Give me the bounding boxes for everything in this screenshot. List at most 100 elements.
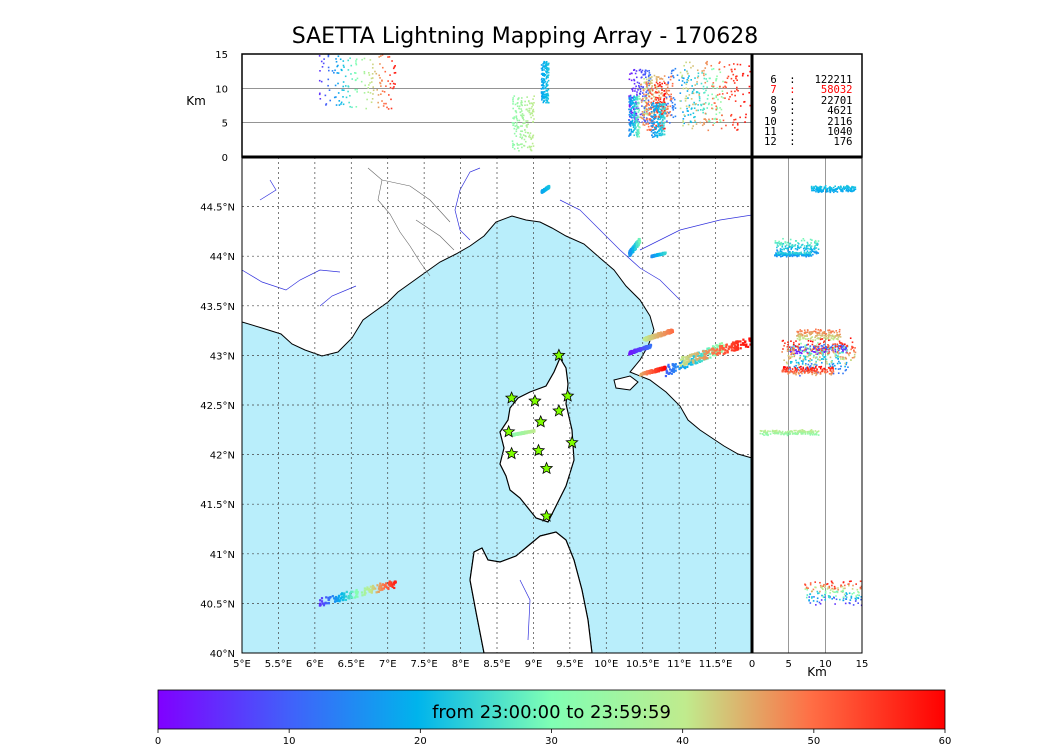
colorbar-tick-label: 10 [283,736,296,747]
lightning-source-top [545,93,547,95]
lightning-source-top [394,65,396,67]
lightning-source-side [855,598,857,601]
lightning-source-side [781,244,784,246]
lightning-source-top [631,131,634,133]
lightning-source-side [782,348,784,350]
lightning-source-top [643,93,645,96]
lightning-source-side [823,334,825,337]
lightning-source-top [716,94,719,96]
lightning-source-top [667,76,670,79]
lightning-source-top [515,135,518,137]
lightning-source-top [335,96,337,98]
lightning-source-top [658,130,661,132]
lightning-source-side [789,238,792,241]
lightning-source-top [663,97,666,100]
lightning-source-top [378,56,381,58]
lightning-source-side [794,366,796,369]
lightning-source-top [531,135,534,138]
lightning-source-side [801,243,804,246]
lightning-source-side [855,583,857,585]
lightning-source-side [813,246,816,249]
lightning-source [648,336,651,340]
lightning-source-side [784,370,786,373]
lightning-source-top [661,130,663,132]
lightning-source-side [828,596,831,599]
lightning-source [355,593,358,596]
lightning-source [687,357,690,360]
lightning-source [671,329,674,332]
lightning-source-side [811,336,814,338]
lightning-source [640,372,643,375]
lightning-source-top [725,81,728,84]
lightning-source [355,595,358,598]
side-alt-tick-label: 0 [749,659,755,670]
lightning-source-side [789,254,791,256]
lightning-source-side [809,354,812,357]
lightning-source-side [781,255,784,257]
lightning-source-top [665,96,668,99]
lightning-source-top [513,116,516,118]
lightning-source-side [816,600,819,603]
lightning-source-side [847,353,850,355]
lightning-source-top [688,104,691,107]
lightning-source-side [800,431,802,433]
lightning-source-side [810,369,813,371]
lightning-source-top [684,97,687,100]
lightning-source-top [670,96,672,98]
lightning-source-side [845,185,847,188]
lightning-source-side [850,348,852,351]
lightning-source-side [834,350,837,353]
lightning-source-top [349,105,351,108]
lightning-source-top [636,119,638,122]
lightning-source-top [524,100,526,103]
lightning-source-top [529,132,532,134]
lightning-source-top [745,113,747,116]
station-marker [539,461,554,475]
lightning-source-side [791,368,794,370]
lightning-source-side [810,352,813,355]
lightning-source-top [651,136,654,138]
lightning-source [645,337,648,341]
lightning-source-side [828,329,831,331]
lightning-source-side [815,360,817,363]
lightning-source [633,244,636,247]
lightning-source-top [693,101,695,104]
lightning-source-side [824,593,826,596]
lightning-source-side [816,251,818,254]
lightning-source-side [850,597,853,599]
lightning-source-top [637,111,640,113]
lightning-source-top [630,111,633,113]
lightning-source-side [814,345,817,348]
lightning-source-top [541,66,544,69]
lightning-source [526,430,529,434]
lightning-source-side [782,368,785,371]
lightning-source-side [800,239,803,242]
lightning-source-top [710,104,713,106]
lightning-source-side [821,338,824,340]
lightning-source [667,363,670,366]
lightning-source-side [797,364,800,366]
lightning-source-top [540,67,543,70]
lightning-source [690,354,693,357]
lightning-source-side [832,588,835,590]
lightning-source-side [793,355,796,358]
lightning-source [345,590,348,594]
lightning-source-top [727,75,730,78]
lightning-source-side [821,594,823,597]
lightning-source [363,593,366,596]
lightning-source-top [638,132,641,134]
lightning-source-top [704,73,707,76]
lightning-source-side [807,359,810,362]
lightning-source-side [844,369,847,372]
lightning-source-side [776,432,779,435]
lightning-source-side [812,364,815,366]
lightning-source-side [793,354,796,356]
lightning-source [379,582,382,585]
lightning-source-side [800,370,803,373]
lightning-source-side [828,348,831,350]
lightning-source-side [812,348,815,350]
lightning-source-side [843,185,845,188]
lightning-source-top [704,67,707,69]
lightning-source-side [799,430,802,432]
lightning-source-side [789,360,792,363]
